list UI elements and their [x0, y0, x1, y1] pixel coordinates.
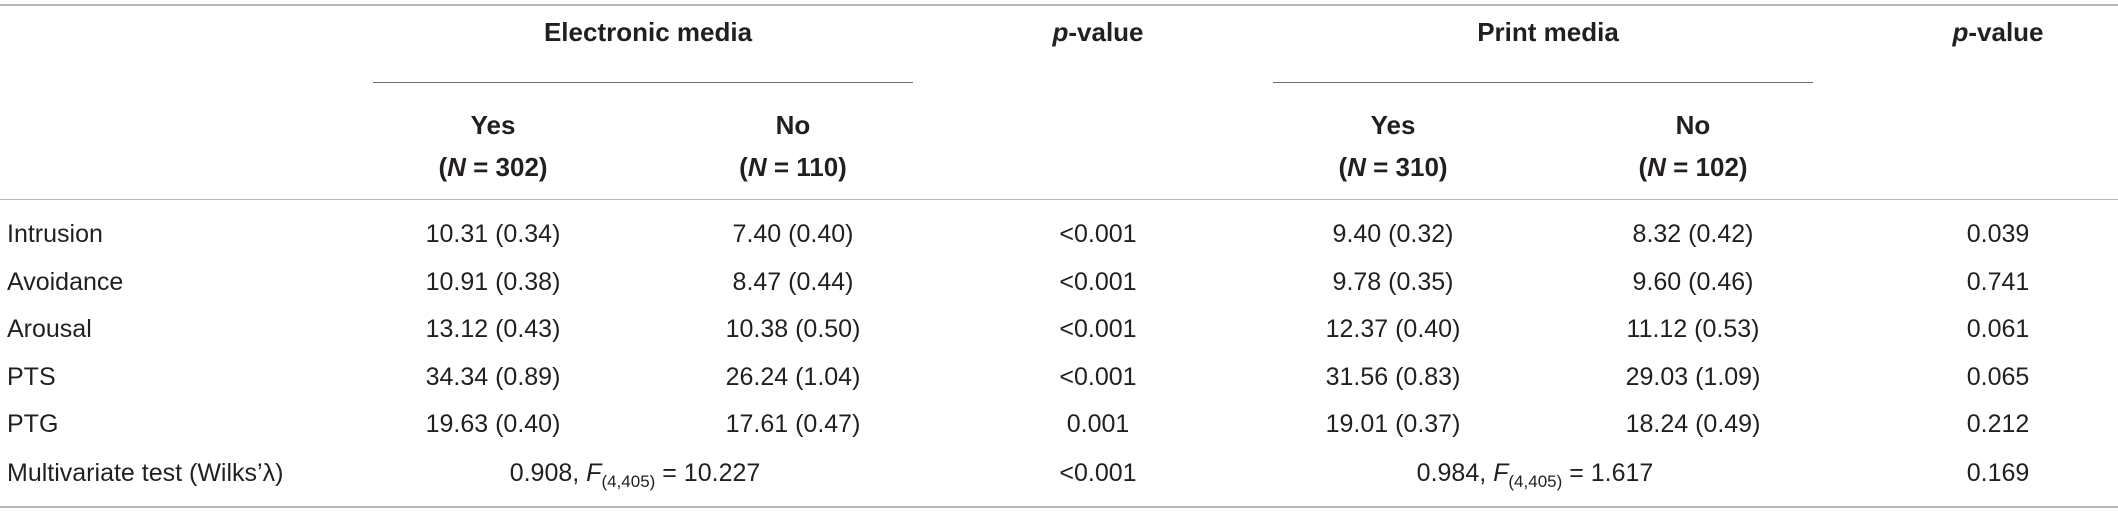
cell-el-p: <0.001 — [1059, 220, 1137, 248]
cell-el-p: 0.001 — [1066, 410, 1130, 438]
row-label: Avoidance — [7, 268, 124, 296]
row-label: Arousal — [7, 315, 92, 343]
multivariate-electronic-value: 0.908, F(4,405) = 10.227 — [509, 459, 761, 491]
cell-pm-no: 18.24 (0.49) — [1625, 410, 1761, 438]
cell-el-no: 17.61 (0.47) — [725, 410, 861, 438]
cell-el-p: <0.001 — [1059, 268, 1137, 296]
table-top-rule — [0, 4, 2118, 6]
row-label: Intrusion — [7, 220, 103, 248]
cell-pm-yes: 31.56 (0.83) — [1325, 363, 1461, 391]
cell-pm-p: 0.741 — [1966, 268, 2030, 296]
cell-pm-yes: 19.01 (0.37) — [1325, 410, 1461, 438]
cell-el-yes: 34.34 (0.89) — [425, 363, 561, 391]
cell-el-no: 8.47 (0.44) — [732, 268, 854, 296]
cell-el-no: 10.38 (0.50) — [725, 315, 861, 343]
multivariate-print-p: 0.169 — [1966, 459, 2030, 487]
cell-el-yes: 10.91 (0.38) — [425, 268, 561, 296]
header-print-media: Print media — [1477, 17, 1619, 47]
cell-el-yes: 19.63 (0.40) — [425, 410, 561, 438]
row-label: PTG — [7, 410, 59, 438]
table-header-rule — [0, 199, 2118, 200]
cell-el-p: <0.001 — [1059, 363, 1137, 391]
multivariate-electronic-p: <0.001 — [1059, 459, 1137, 487]
cell-el-no: 7.40 (0.40) — [732, 220, 854, 248]
multivariate-print-value: 0.984, F(4,405) = 1.617 — [1416, 459, 1654, 491]
table-bottom-rule — [0, 506, 2118, 508]
header-pm-no: No (N = 102) — [1638, 110, 1748, 182]
row-label: Multivariate test (Wilks’λ) — [7, 459, 284, 487]
header-el-yes: Yes (N = 302) — [438, 110, 548, 182]
cell-pm-yes: 12.37 (0.40) — [1325, 315, 1461, 343]
cell-el-yes: 13.12 (0.43) — [425, 315, 561, 343]
cell-el-no: 26.24 (1.04) — [725, 363, 861, 391]
cell-pm-p: 0.039 — [1966, 220, 2030, 248]
cell-pm-p: 0.061 — [1966, 315, 2030, 343]
header-p-value-print: p-value — [1952, 17, 2044, 47]
cell-el-yes: 10.31 (0.34) — [425, 220, 561, 248]
cell-pm-no: 11.12 (0.53) — [1626, 315, 1760, 343]
row-label: PTS — [7, 363, 56, 391]
cell-pm-no: 8.32 (0.42) — [1632, 220, 1754, 248]
cell-el-p: <0.001 — [1059, 315, 1137, 343]
header-pm-yes: Yes (N = 310) — [1338, 110, 1448, 182]
cell-pm-p: 0.065 — [1966, 363, 2030, 391]
cell-pm-yes: 9.78 (0.35) — [1332, 268, 1454, 296]
header-p-value-electronic: p-value — [1052, 17, 1144, 47]
print-media-subrule — [1273, 82, 1813, 83]
cell-pm-p: 0.212 — [1966, 410, 2030, 438]
electronic-media-subrule — [373, 82, 913, 83]
header-el-no: No (N = 110) — [739, 110, 847, 182]
cell-pm-no: 9.60 (0.46) — [1632, 268, 1754, 296]
cell-pm-no: 29.03 (1.09) — [1625, 363, 1761, 391]
cell-pm-yes: 9.40 (0.32) — [1332, 220, 1454, 248]
header-electronic-media: Electronic media — [543, 17, 753, 47]
